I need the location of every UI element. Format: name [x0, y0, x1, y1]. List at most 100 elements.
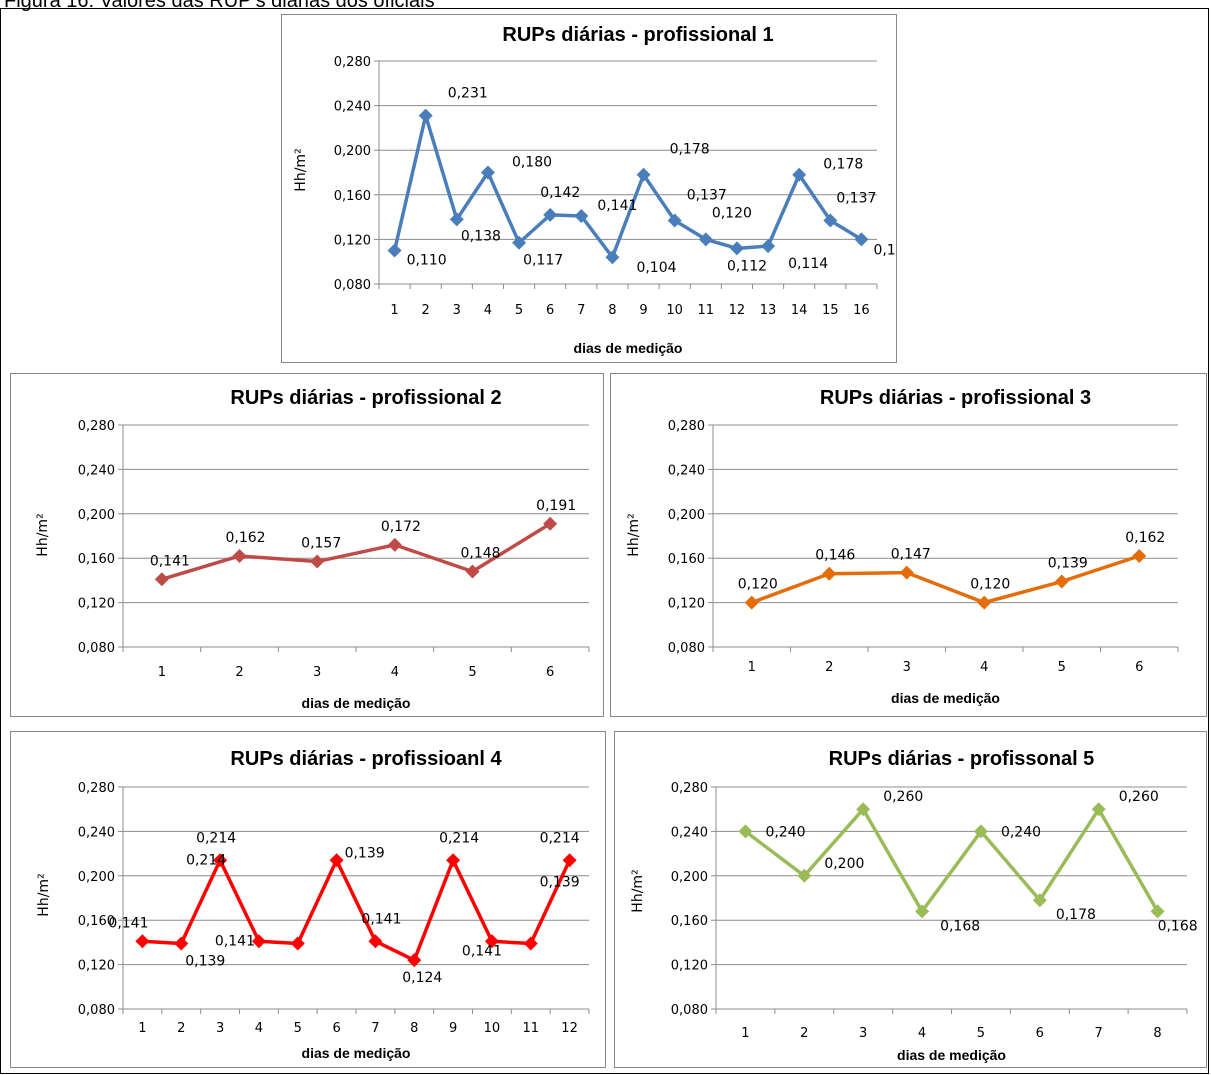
data-point [729, 241, 744, 256]
data-label: 0,260 [883, 789, 923, 805]
data-point [418, 108, 433, 123]
chart-title: RUPs diárias - profissonal 5 [829, 748, 1095, 770]
x-tick-label: 10 [666, 303, 683, 318]
x-tick-label: 6 [1135, 660, 1143, 675]
y-tick-label: 0,080 [334, 278, 371, 293]
series-line [161, 522, 552, 581]
x-tick-label: 9 [449, 1021, 457, 1036]
x-tick-label: 11 [522, 1021, 539, 1036]
data-label: 0,178 [823, 157, 863, 173]
x-axis-label: dias de medição [897, 1047, 1006, 1063]
data-point [407, 953, 422, 968]
x-tick-label: 2 [177, 1021, 185, 1036]
x-tick-label: 4 [255, 1021, 263, 1036]
data-label: 0,168 [940, 918, 980, 934]
y-tick-label: 0,080 [78, 641, 115, 656]
data-label: 0,139 [345, 845, 385, 861]
data-label: 0,240 [765, 824, 805, 840]
data-point [1150, 904, 1165, 919]
y-tick-label: 0,120 [334, 233, 371, 248]
data-label: 0,191 [536, 498, 576, 514]
x-tick-label: 2 [825, 660, 833, 675]
data-point [154, 572, 169, 587]
x-tick-label: 4 [980, 660, 988, 675]
y-tick-label: 0,240 [78, 463, 115, 478]
y-axis-label: Hh/m² [36, 873, 52, 916]
data-point [329, 853, 344, 868]
x-tick-label: 5 [1058, 660, 1066, 675]
data-label: 0,104 [636, 260, 676, 276]
x-tick-label: 5 [468, 665, 476, 680]
data-point [856, 802, 871, 817]
data-label: 0,147 [891, 547, 931, 563]
x-tick-label: 3 [859, 1026, 867, 1041]
data-point [368, 934, 383, 949]
data-point [744, 595, 759, 610]
data-label: 0,120 [970, 577, 1010, 593]
data-point [387, 537, 402, 552]
x-tick-label: 8 [1153, 1026, 1161, 1041]
data-label: 0,137 [836, 190, 876, 206]
y-tick-label: 0,160 [78, 914, 115, 929]
data-label: 0,178 [1056, 907, 1096, 923]
data-point [232, 548, 247, 563]
data-point [973, 824, 988, 839]
x-tick-label: 5 [294, 1021, 302, 1036]
data-point [1132, 548, 1147, 563]
data-point [1054, 574, 1069, 589]
y-tick-label: 0,200 [671, 870, 708, 885]
data-point [543, 207, 558, 222]
y-axis-label: Hh/m² [35, 513, 51, 556]
data-point [512, 235, 527, 250]
data-point [899, 565, 914, 580]
x-tick-label: 8 [608, 303, 616, 318]
data-point [387, 243, 402, 258]
y-tick-label: 0,280 [78, 419, 115, 434]
data-point [449, 212, 464, 227]
y-tick-label: 0,240 [668, 463, 705, 478]
data-label: 0,172 [381, 519, 421, 535]
data-label: 0,124 [402, 970, 442, 986]
y-tick-label: 0,200 [78, 508, 115, 523]
data-label: 0,117 [523, 253, 563, 269]
chart-panel-profissional-3: RUPs diárias - profissional 3 0,080 0,120 0… [610, 373, 1207, 717]
y-tick-label: 0,280 [671, 781, 708, 796]
chart-title: RUPs diárias - profissional 2 [230, 387, 501, 409]
x-tick-label: 3 [903, 660, 911, 675]
y-axis-label: Hh/m² [293, 148, 309, 191]
y-tick-label: 0,200 [78, 870, 115, 885]
x-tick-label: 15 [822, 303, 839, 318]
x-tick-label: 1 [748, 660, 756, 675]
chart-title: RUPs diárias - profissional 3 [820, 387, 1091, 409]
data-label: 0,139 [540, 874, 580, 890]
data-label: 0,148 [461, 546, 501, 562]
y-tick-label: 0,200 [334, 144, 371, 159]
y-tick-label: 0,080 [78, 1003, 115, 1018]
x-tick-label: 13 [760, 303, 777, 318]
x-tick-label: 1 [390, 303, 398, 318]
data-point [310, 554, 325, 569]
data-label: 0,120 [738, 577, 778, 593]
x-tick-label: 10 [484, 1021, 501, 1036]
y-axis-label: Hh/m² [626, 513, 642, 556]
data-point [792, 167, 807, 182]
data-point [213, 853, 228, 868]
y-tick-label: 0,280 [78, 781, 115, 796]
x-axis-label: dias de medição [891, 690, 1000, 706]
data-point [543, 516, 558, 531]
x-tick-label: 6 [546, 303, 554, 318]
y-tick-label: 0,080 [668, 641, 705, 656]
data-label: 0,162 [226, 530, 266, 546]
data-label: 0,120 [712, 205, 752, 221]
data-label: 0,180 [512, 155, 552, 171]
data-label: 0,162 [1125, 530, 1165, 546]
data-point [977, 595, 992, 610]
data-point [465, 564, 480, 579]
y-tick-label: 0,120 [78, 597, 115, 612]
x-tick-label: 5 [977, 1026, 985, 1041]
series-line [751, 554, 1140, 605]
x-tick-label: 8 [410, 1021, 418, 1036]
data-label: 0,240 [1001, 824, 1041, 840]
chart-svg: RUPs diárias - profissional 2 0,080 0,120 0… [35, 387, 590, 711]
data-label: 0,141 [215, 933, 255, 949]
